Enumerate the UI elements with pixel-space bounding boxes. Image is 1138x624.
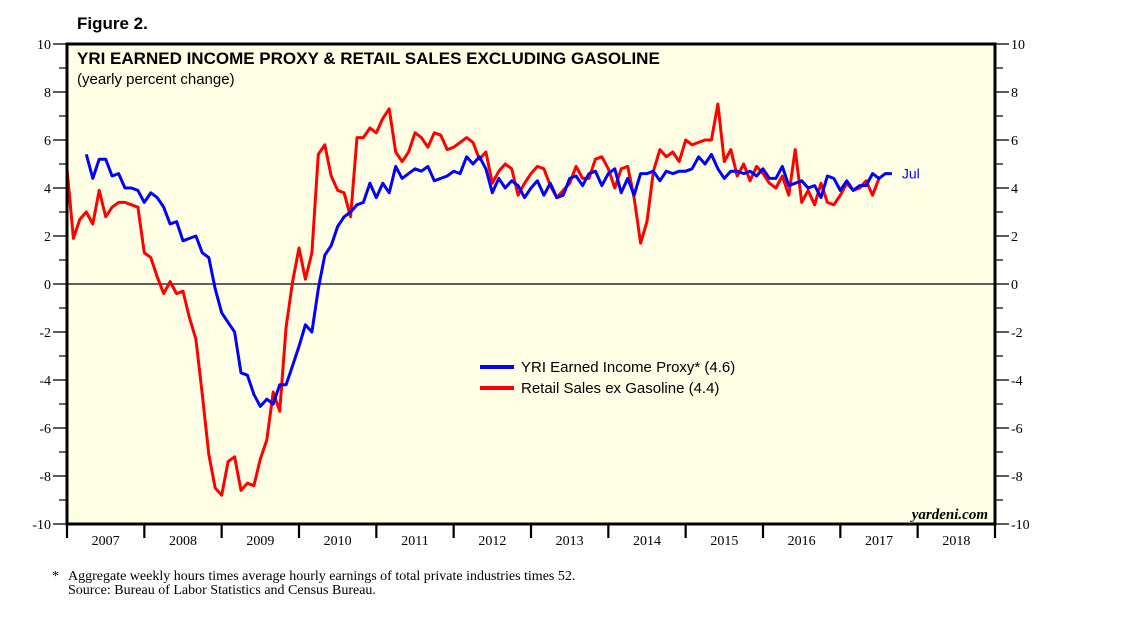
left-tick-label: 8	[44, 86, 51, 101]
left-tick-label: 0	[44, 278, 51, 293]
x-axis: 2007 2008 2009 2010 2011 2012 2013 2014 2015 2016…	[65, 524, 997, 549]
left-tick-label: 6	[44, 134, 51, 149]
left-tick-label: -8	[39, 470, 51, 485]
x-tick-label: 2009	[246, 534, 274, 549]
right-tick-label: -8	[1011, 470, 1023, 485]
x-tick-label: 2016	[788, 534, 816, 549]
right-tick-label: -2	[1011, 326, 1023, 341]
x-tick-label: 2017	[865, 534, 893, 549]
figure-label: Figure 2.	[77, 14, 148, 33]
right-tick-label: 4	[1011, 182, 1018, 197]
right-tick-label: 10	[1011, 38, 1025, 53]
credit-yardeni: yardeni.com	[910, 507, 988, 523]
right-tick-label: 6	[1011, 134, 1018, 149]
plot-frame	[65, 42, 997, 526]
series-line-earned-income	[84, 152, 892, 408]
series-layer	[65, 102, 892, 497]
footnote-line-2: Source: Bureau of Labor Statistics and C…	[68, 583, 376, 598]
chart-title: YRI EARNED INCOME PROXY & RETAIL SALES E…	[77, 49, 660, 68]
x-tick-label: 2018	[942, 534, 970, 549]
x-tick-label: 2010	[324, 534, 352, 549]
legend-label-earned-income: YRI Earned Income Proxy* (4.6)	[521, 359, 735, 376]
right-tick-label: 8	[1011, 86, 1018, 101]
right-tick-label: 0	[1011, 278, 1018, 293]
left-tick-label: -2	[39, 326, 51, 341]
footnote-marker: *	[52, 569, 59, 584]
x-tick-label: 2015	[710, 534, 738, 549]
x-tick-label: 2012	[478, 534, 506, 549]
x-tick-label: 2007	[92, 534, 120, 549]
legend-label-retail-sales: Retail Sales ex Gasoline (4.4)	[521, 380, 719, 397]
left-tick-label: 4	[44, 182, 51, 197]
right-tick-label: 2	[1011, 230, 1018, 245]
x-tick-label: 2014	[633, 534, 661, 549]
right-tick-label: -4	[1011, 374, 1023, 389]
legend: YRI Earned Income Proxy* (4.6) Retail Sa…	[480, 359, 735, 397]
right-tick-label: -6	[1011, 422, 1023, 437]
left-tick-label: -10	[32, 518, 51, 533]
x-tick-label: 2008	[169, 534, 197, 549]
right-tick-label: -10	[1011, 518, 1030, 533]
left-tick-label: -6	[39, 422, 51, 437]
left-tick-label: 2	[44, 230, 51, 245]
end-label-jul: Jul	[902, 166, 920, 182]
right-y-axis: -10 -8 -6 -4 -2 0 2 4 6 8 10	[995, 38, 1030, 533]
left-tick-label: 10	[37, 38, 51, 53]
series-line-retail-sales	[65, 102, 881, 497]
left-y-axis: -10 -8 -6 -4 -2 0 2 4 6 8 10	[32, 38, 67, 533]
x-tick-label: 2013	[556, 534, 584, 549]
left-tick-label: -4	[39, 374, 51, 389]
x-tick-label: 2011	[401, 534, 428, 549]
chart-subtitle: (yearly percent change)	[77, 71, 235, 88]
footnote-line-1: Aggregate weekly hours times average hou…	[68, 569, 575, 584]
